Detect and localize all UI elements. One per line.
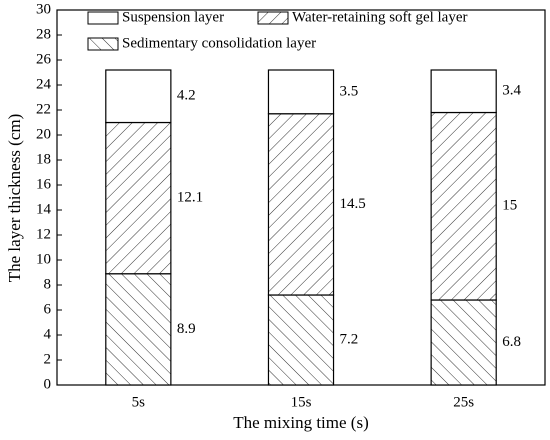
data-label: 15 [502,198,517,214]
y-tick-label: 28 [36,26,51,42]
legend-label: Water-retaining soft gel layer [292,9,468,25]
bar-segment [105,273,172,386]
data-label: 8.9 [177,321,196,337]
bar-segment [267,113,335,296]
y-tick-label: 2 [44,351,52,367]
data-label: 3.4 [502,83,521,99]
legend-label: Suspension layer [122,9,224,25]
legend-swatch [87,37,119,51]
y-tick-label: 16 [36,176,52,192]
y-tick-label: 4 [44,326,52,342]
x-axis-label: The mixing time (s) [233,413,369,432]
y-tick-label: 8 [44,276,52,292]
legend-swatch [87,11,119,25]
y-tick-label: 18 [36,151,51,167]
bar-segment [267,69,335,115]
data-label: 3.5 [340,83,359,99]
bar-segment [430,69,497,114]
y-axis-label: The layer thickness (cm) [5,114,24,283]
data-label: 4.2 [177,88,196,104]
bar-segment [105,69,172,124]
bar-segment [105,121,172,275]
data-label: 6.8 [502,334,521,350]
bar-segment [267,294,335,386]
data-label: 14.5 [340,196,366,212]
legend-swatch [257,11,289,25]
y-tick-label: 10 [36,251,51,267]
y-tick-label: 14 [36,201,52,217]
bar-segment [430,111,497,301]
bar-segment [430,299,497,386]
y-tick-label: 30 [36,1,51,17]
y-tick-label: 24 [36,76,52,92]
y-tick-label: 26 [36,51,52,67]
x-tick-label: 5s [132,394,146,410]
y-tick-label: 0 [44,376,52,392]
x-tick-label: 15s [291,394,312,410]
y-tick-label: 20 [36,126,51,142]
data-label: 7.2 [340,331,359,347]
x-tick-label: 25s [453,394,474,410]
y-tick-label: 22 [36,101,51,117]
legend-label: Sedimentary consolidation layer [122,35,316,51]
data-label: 12.1 [177,190,203,206]
y-tick-label: 12 [36,226,51,242]
y-tick-label: 6 [44,301,52,317]
